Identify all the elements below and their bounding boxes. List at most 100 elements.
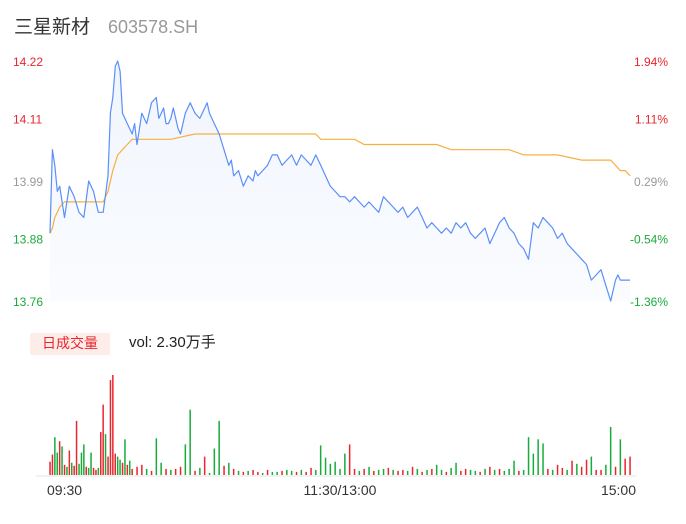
volume-bar bbox=[56, 452, 58, 475]
volume-bar bbox=[508, 468, 510, 475]
volume-bar bbox=[208, 473, 211, 475]
volume-bar bbox=[247, 470, 249, 475]
stock-name: 三星新材 bbox=[14, 17, 91, 38]
volume-bar bbox=[532, 453, 535, 475]
volume-bar bbox=[126, 464, 129, 475]
volume-bar bbox=[421, 471, 423, 475]
percent-tick-label: 0.29% bbox=[634, 175, 668, 189]
volume-bar bbox=[199, 467, 201, 475]
volume-bar bbox=[629, 456, 631, 475]
volume-bar bbox=[141, 464, 143, 475]
time-axis: 09:30 11:30/13:00 15:00 bbox=[47, 482, 636, 498]
volume-bar bbox=[189, 409, 191, 475]
volume-bar bbox=[102, 404, 104, 475]
volume-bar bbox=[104, 434, 107, 475]
volume-bar bbox=[252, 469, 254, 475]
percent-axis: 1.94% 1.11% 0.29% -0.54% -1.36% bbox=[630, 55, 668, 309]
volume-bar bbox=[373, 470, 375, 475]
volume-bar bbox=[464, 468, 467, 475]
volume-bar bbox=[431, 468, 433, 475]
volume-bar bbox=[121, 462, 124, 475]
volume-bar bbox=[339, 468, 341, 475]
volume-bar bbox=[87, 467, 90, 475]
volume-bar bbox=[363, 468, 365, 475]
volume-bar bbox=[276, 471, 278, 475]
volume-bar bbox=[493, 469, 496, 475]
volume-bar bbox=[305, 471, 307, 475]
volume-bar bbox=[334, 461, 336, 475]
volume-bar bbox=[348, 444, 351, 475]
volume-bar bbox=[58, 441, 61, 475]
price-area-fill bbox=[50, 61, 630, 301]
volume-bar bbox=[368, 466, 370, 475]
volume-bar bbox=[80, 452, 83, 475]
volume-bar bbox=[392, 469, 394, 475]
volume-bar bbox=[97, 467, 100, 475]
volume-bar bbox=[170, 469, 172, 475]
time-tick-label: 15:00 bbox=[601, 482, 636, 498]
average-price-line bbox=[49, 133, 631, 234]
volume-bar bbox=[61, 446, 63, 475]
volume-bar bbox=[377, 469, 380, 475]
volume-bar bbox=[51, 454, 54, 475]
percent-tick-label: -0.54% bbox=[630, 232, 668, 246]
price-line bbox=[49, 60, 630, 302]
volume-bar bbox=[498, 468, 501, 475]
percent-tick-label: 1.94% bbox=[634, 55, 668, 69]
volume-bar bbox=[150, 470, 153, 475]
volume-bar bbox=[406, 470, 409, 475]
volume-bar bbox=[75, 420, 78, 475]
volume-bar bbox=[450, 467, 452, 475]
volume-bar bbox=[114, 453, 116, 475]
volume-bar bbox=[116, 456, 119, 475]
volume-bar bbox=[605, 464, 607, 475]
price-tick-label: 13.76 bbox=[13, 295, 43, 309]
volume-bar bbox=[416, 468, 419, 475]
volume-bar bbox=[609, 427, 612, 475]
price-tick-label: 14.11 bbox=[13, 112, 42, 126]
price-tick-label: 13.99 bbox=[13, 175, 43, 189]
volume-bar bbox=[107, 456, 109, 475]
volume-label: vol: 2.30万手 bbox=[129, 334, 216, 351]
volume-bar bbox=[295, 471, 298, 475]
price-line-layer bbox=[49, 60, 630, 302]
volume-bar bbox=[556, 464, 559, 475]
volume-bar bbox=[460, 470, 462, 475]
volume-bar bbox=[580, 466, 583, 475]
volume-badge: 日成交量 bbox=[42, 335, 98, 351]
volume-bar bbox=[194, 470, 196, 475]
volume-bar bbox=[129, 460, 131, 475]
volume-bar bbox=[242, 471, 245, 475]
volume-bar bbox=[614, 466, 617, 475]
volume-bar bbox=[445, 471, 448, 475]
volume-bar bbox=[518, 470, 520, 475]
volume-bar bbox=[49, 461, 51, 475]
volume-bar bbox=[358, 470, 361, 475]
volume-bar bbox=[203, 456, 206, 475]
volume-bar bbox=[119, 459, 121, 475]
volume-bar bbox=[184, 444, 187, 475]
volume-bar bbox=[426, 469, 428, 475]
volume-bar bbox=[387, 467, 390, 475]
volume-bar bbox=[319, 445, 322, 475]
volume-bar bbox=[315, 469, 317, 475]
volume-bar bbox=[66, 466, 68, 475]
volume-bar bbox=[547, 468, 549, 475]
price-area bbox=[50, 61, 630, 301]
volume-bar bbox=[600, 469, 602, 475]
volume-bar bbox=[479, 471, 481, 475]
stock-header: 三星新材 603578.SH bbox=[14, 12, 198, 40]
volume-bar bbox=[112, 375, 114, 475]
volume-bar bbox=[542, 443, 544, 475]
volume-bar bbox=[95, 469, 97, 475]
volume-bar bbox=[266, 469, 269, 475]
volume-bars bbox=[49, 375, 631, 475]
volume-bar bbox=[551, 469, 554, 475]
volume-bar bbox=[100, 432, 102, 475]
volume-bar bbox=[300, 469, 303, 475]
volume-bar bbox=[619, 439, 622, 475]
volume-bar bbox=[402, 469, 404, 475]
volume-bar bbox=[90, 452, 92, 475]
volume-bar bbox=[213, 448, 216, 475]
